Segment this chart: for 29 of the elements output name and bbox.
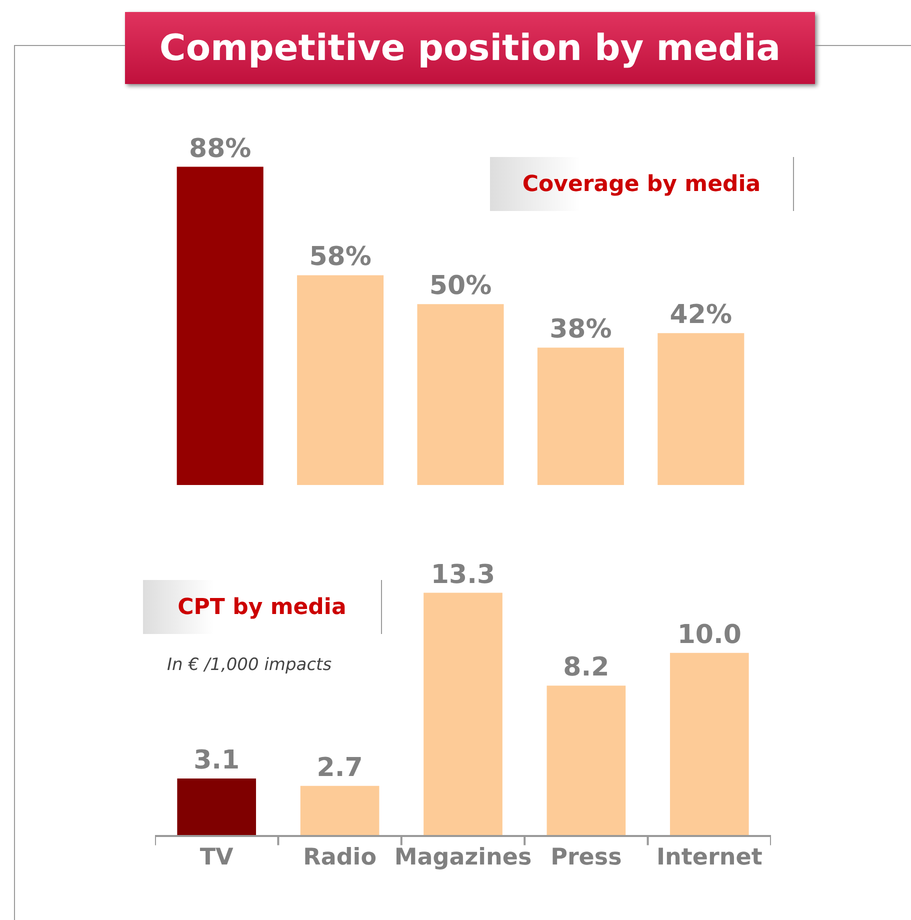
bar	[537, 348, 624, 485]
data-label: 50%	[429, 271, 492, 302]
text: In € /1,000 impacts	[167, 655, 332, 675]
chart-subtitle: Coverage by media	[490, 157, 793, 211]
bar	[670, 652, 749, 835]
x-tick-label: Press	[550, 844, 622, 871]
x-tick-label: Internet	[656, 844, 762, 871]
chart-title: CPT by media	[143, 580, 381, 634]
x-tick-label: Radio	[303, 844, 376, 871]
chart-title: Competitive position by media	[125, 12, 815, 84]
x-tick-label: TV	[200, 844, 234, 871]
data-label: 88%	[188, 134, 252, 164]
bar	[424, 592, 502, 835]
data-label: 42%	[670, 300, 732, 330]
bar	[177, 778, 256, 835]
data-label: 2.7	[316, 752, 363, 783]
data-label: 8.2	[563, 652, 610, 683]
data-label: 10.0	[677, 620, 742, 650]
bar	[417, 304, 504, 485]
bar	[297, 275, 384, 485]
x-tick-label: Magazines	[394, 844, 532, 871]
data-label: 3.1	[194, 746, 240, 776]
bar	[176, 166, 264, 485]
data-label: 38%	[550, 314, 612, 345]
bar	[300, 786, 380, 835]
data-label: 58%	[309, 242, 372, 272]
bar	[658, 333, 744, 485]
bar	[546, 686, 626, 835]
data-label: 13.3	[430, 560, 496, 590]
